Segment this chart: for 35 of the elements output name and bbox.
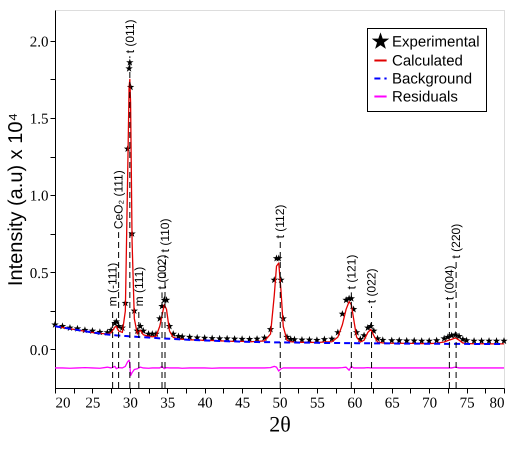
y-tick-label: 1.0 bbox=[30, 188, 48, 205]
y-axis-title: Intensity (a.u) x 10⁴ bbox=[4, 112, 27, 286]
x-tick-label: 45 bbox=[235, 396, 250, 412]
annotation: t (121) bbox=[344, 254, 358, 290]
x-tick-label: 60 bbox=[347, 396, 362, 412]
y-tick-label: 2.0 bbox=[30, 34, 48, 50]
annotation: m (-111) bbox=[106, 262, 120, 306]
y-tick-label: 1.5 bbox=[30, 112, 48, 128]
x-tick-label: 80 bbox=[490, 396, 504, 412]
legend-label: Experimental bbox=[392, 34, 480, 50]
annotation: t (110) bbox=[158, 218, 172, 252]
x-tick-label: 55 bbox=[310, 396, 325, 412]
annotation: t (022) bbox=[364, 268, 379, 304]
x-tick-label: 65 bbox=[384, 396, 400, 412]
legend-label: Residuals bbox=[392, 88, 458, 106]
x-tick-label: 50 bbox=[272, 396, 288, 412]
annotation: m (111) bbox=[132, 266, 146, 306]
x-tick-label: 70 bbox=[422, 396, 438, 412]
x-tick-label: 75 bbox=[460, 396, 475, 412]
annotation: t (112) bbox=[273, 204, 288, 238]
y-tick-label: 0.0 bbox=[30, 342, 48, 359]
legend-label: Calculated bbox=[392, 52, 463, 70]
x-axis-title: 2θ bbox=[269, 412, 291, 436]
line-series bbox=[55, 360, 504, 376]
x-tick-label: 40 bbox=[198, 396, 213, 412]
x-tick-label: 35 bbox=[160, 396, 176, 412]
legend-label: Background bbox=[392, 70, 472, 88]
x-tick-label: 25 bbox=[85, 396, 100, 412]
x-tick-label: 20 bbox=[56, 396, 70, 412]
x-tick-label: 30 bbox=[122, 396, 138, 412]
y-tick-label: 0.5 bbox=[30, 266, 48, 282]
annotation: CeO₂ (111) bbox=[112, 170, 126, 230]
annotation: t (011) bbox=[122, 19, 137, 54]
annotation: t (220) bbox=[449, 224, 464, 258]
annotation: t (004) bbox=[442, 265, 456, 300]
